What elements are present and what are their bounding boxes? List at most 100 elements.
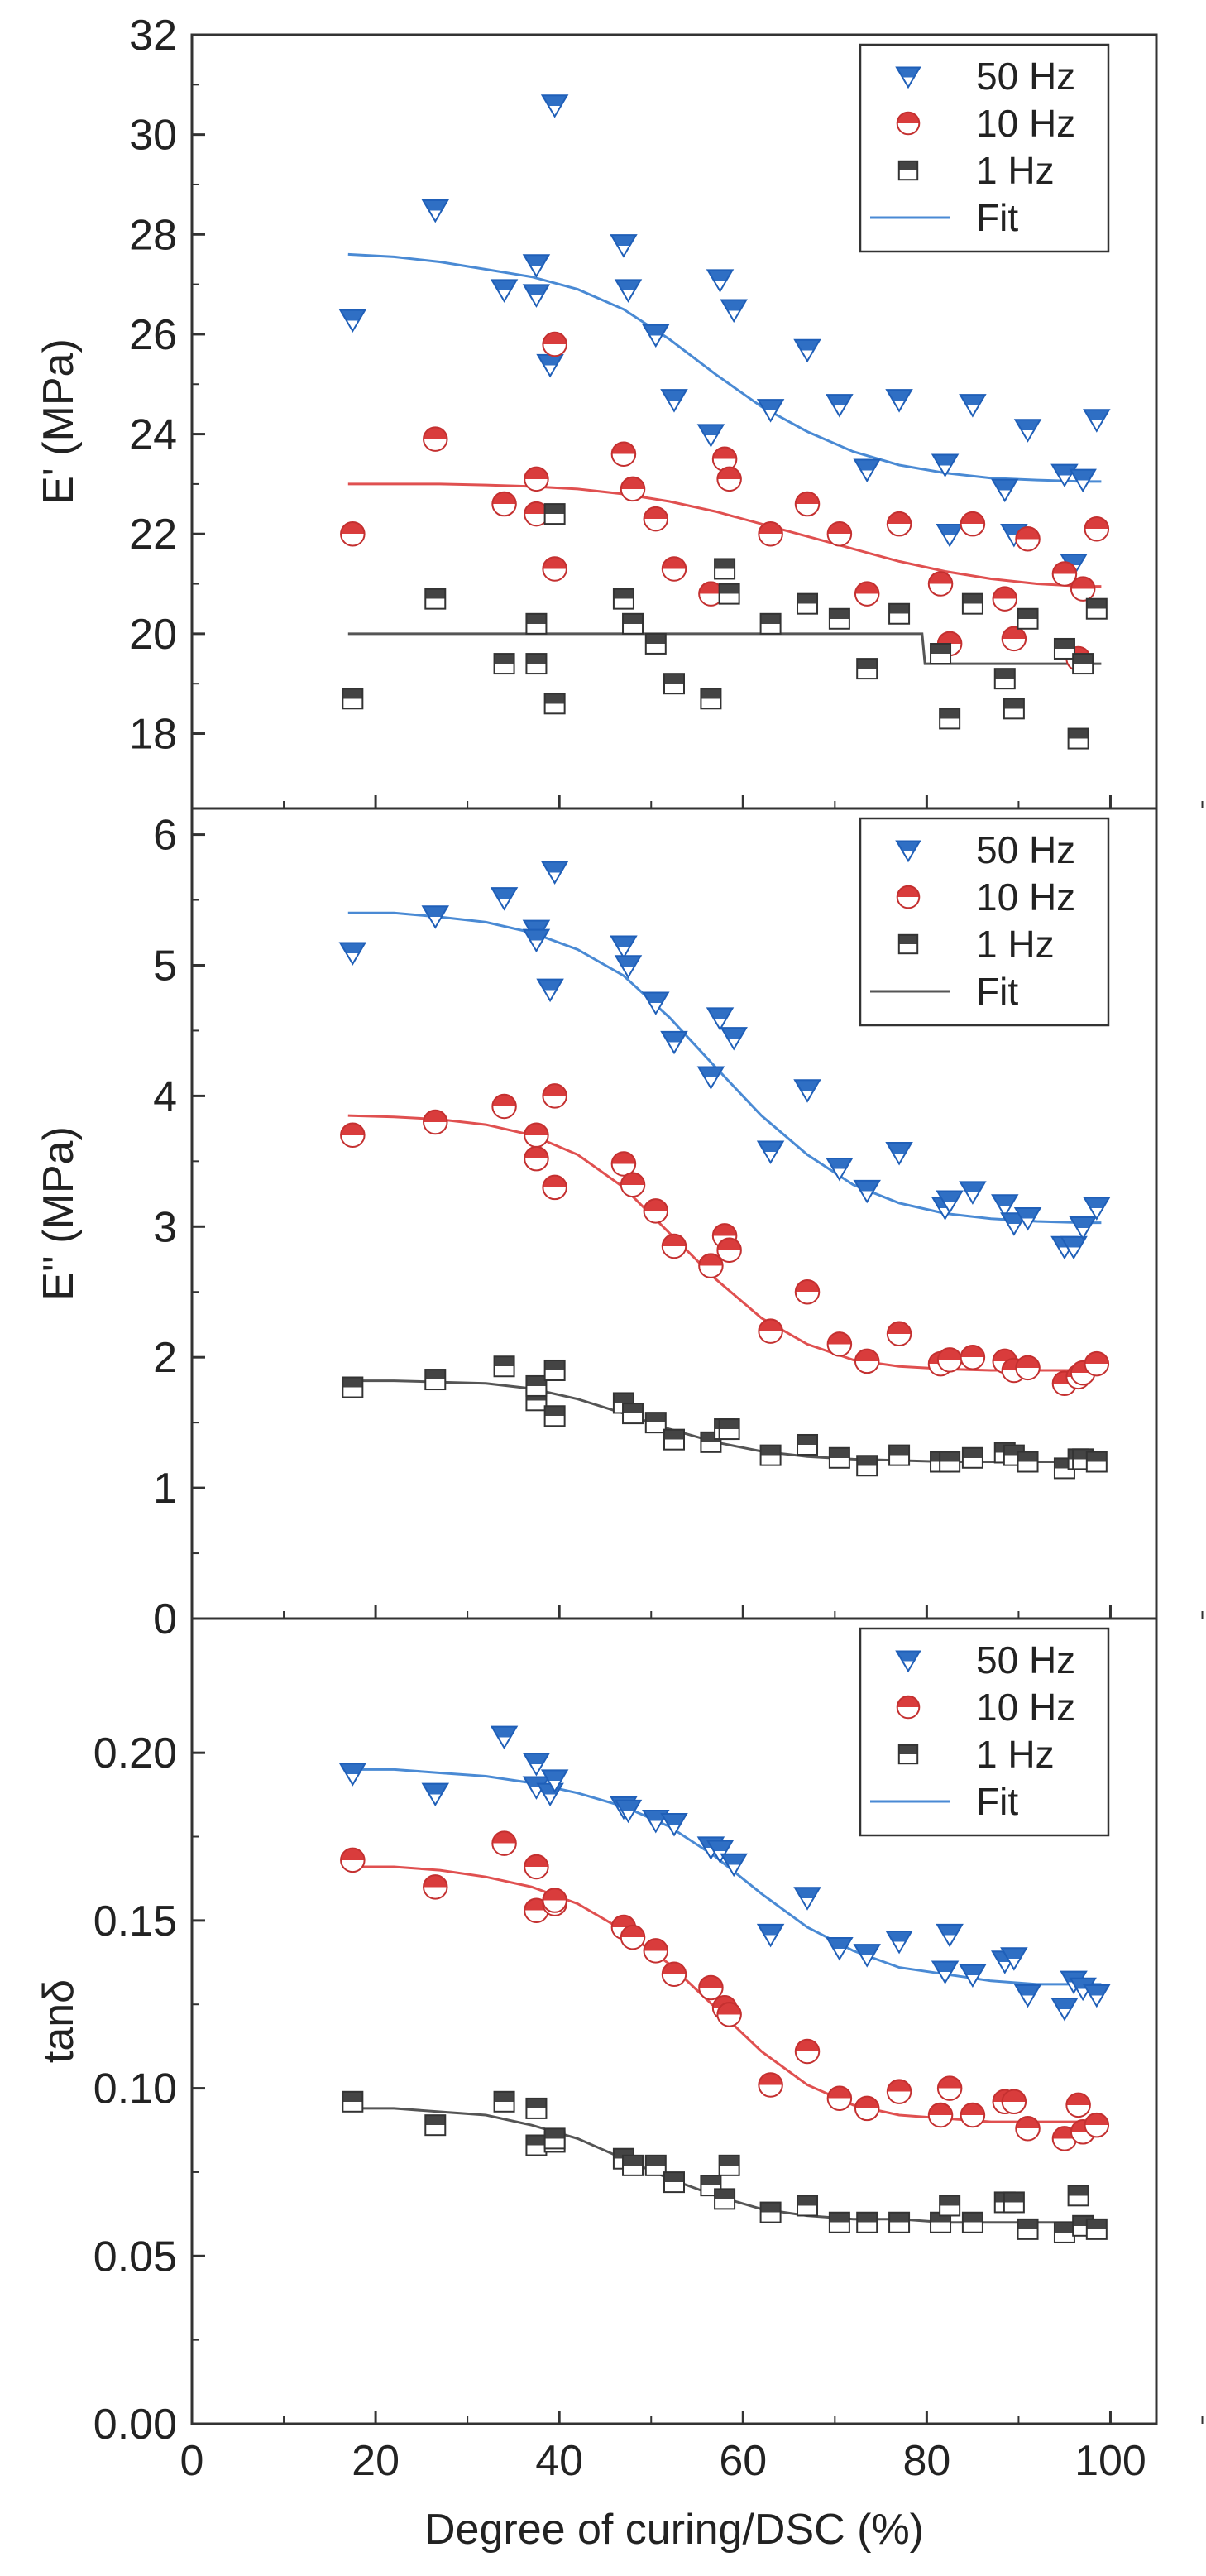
data-point-50hz [959,1964,987,1988]
data-point-1hz [700,2175,722,2197]
data-point-10hz [1015,1355,1041,1381]
data-point-1hz [543,1405,566,1427]
data-point-1hz [493,1355,515,1378]
data-point-10hz [936,2075,963,2101]
data-point-10hz [794,1278,821,1305]
data-point-10hz [661,556,687,582]
data-point-1hz [718,583,740,605]
data-point-10hz [1065,2092,1091,2118]
data-point-10hz [936,1347,963,1373]
data-point-50hz [696,424,725,448]
data-point-10hz [854,1348,880,1374]
data-point-50hz [793,1079,821,1103]
legend-label: 50 Hz [976,1638,1075,1681]
data-point-10hz [992,586,1018,612]
data-point-50hz [540,94,569,118]
y-tick-label: 0.00 [93,2401,177,2449]
data-point-10hz [423,426,448,452]
data-point-1hz [543,1359,566,1381]
data-point-50hz [1000,1212,1028,1236]
data-point-50hz [936,1190,964,1214]
y-tick-label: 0.20 [93,1729,177,1777]
data-point-50hz [756,1140,785,1164]
data-point-1hz [493,653,515,675]
data-point-10hz [661,1233,687,1259]
y-tick-label: 24 [129,411,177,459]
data-point-1hz [961,1446,983,1469]
x-tick-label: 60 [719,2437,767,2485]
data-point-1hz [342,1376,364,1398]
data-point-10hz [758,1318,783,1344]
data-point-50hz [660,1030,688,1055]
y-tick-label: 20 [129,611,177,659]
data-point-1hz [1085,597,1108,620]
legend-label: 10 Hz [976,875,1075,919]
data-point-50hz [959,1181,987,1205]
data-point-1hz [700,688,722,710]
data-point-1hz [797,1433,819,1456]
data-point-50hz [1013,1984,1042,2008]
x-tick-label: 80 [902,2437,950,2485]
data-point-1hz [1017,2218,1039,2240]
data-point-1hz [525,2097,548,2119]
data-point-50hz [959,394,987,418]
legend-label: Fit [976,196,1018,239]
data-point-1hz [424,588,447,610]
data-point-1hz [1017,607,1039,630]
data-point-1hz [644,2154,667,2176]
data-point-1hz [525,653,548,675]
legend-label: Fit [976,1780,1018,1823]
fit-line [347,911,1102,1225]
x-tick-label: 0 [180,2437,204,2485]
legend-symbol-10hz [896,885,921,909]
data-point-1hz [961,2211,983,2233]
data-point-10hz [1001,626,1027,652]
data-point-50hz [1013,1206,1042,1231]
y-tick-label: 0.10 [93,2065,177,2113]
data-point-1hz [797,2195,819,2217]
data-point-1hz [718,1418,740,1441]
data-point-1hz [1017,1451,1039,1473]
data-point-1hz [759,2201,782,2223]
data-point-50hz [610,935,638,960]
data-point-50hz [338,309,367,333]
data-point-50hz [1013,419,1042,443]
data-point-50hz [991,1194,1019,1218]
plot-frame [190,1617,1158,2425]
data-point-50hz [696,1066,725,1090]
data-point-10hz [340,1847,366,1873]
data-point-1hz [1053,2221,1075,2243]
data-point-10hz [960,511,986,537]
data-point-10hz [542,1888,567,1913]
data-point-1hz [856,2211,878,2233]
data-point-50hz [1083,1984,1111,2008]
data-point-10hz [643,1198,669,1224]
y-tick-label: 18 [129,711,177,759]
x-tick-label: 20 [352,2437,400,2485]
data-point-50hz [720,1027,748,1051]
data-point-50hz [660,389,688,413]
data-point-50hz [421,1782,450,1807]
data-point-10hz [643,506,669,532]
data-point-1hz [1053,637,1075,660]
data-point-1hz [828,2211,850,2233]
data-point-50hz [540,1769,569,1793]
data-point-10hz [661,1961,687,1987]
data-point-1hz [939,2195,961,2217]
data-point-1hz [930,643,952,664]
data-point-10hz [1015,526,1041,552]
data-point-50hz [1069,1216,1097,1240]
legend-label: 1 Hz [976,149,1055,192]
data-point-50hz [540,861,569,885]
data-point-10hz [854,581,880,607]
data-point-1hz [424,2114,447,2137]
data-point-50hz [931,453,960,477]
data-point-50hz [1050,1998,1079,2022]
data-point-1hz [828,1446,850,1469]
data-point-1hz [939,1451,961,1473]
y-tick-label: 28 [129,211,177,259]
legend-label: 50 Hz [976,55,1075,98]
y-tick-label: 1 [153,1465,177,1513]
data-point-10hz [698,1974,724,2001]
